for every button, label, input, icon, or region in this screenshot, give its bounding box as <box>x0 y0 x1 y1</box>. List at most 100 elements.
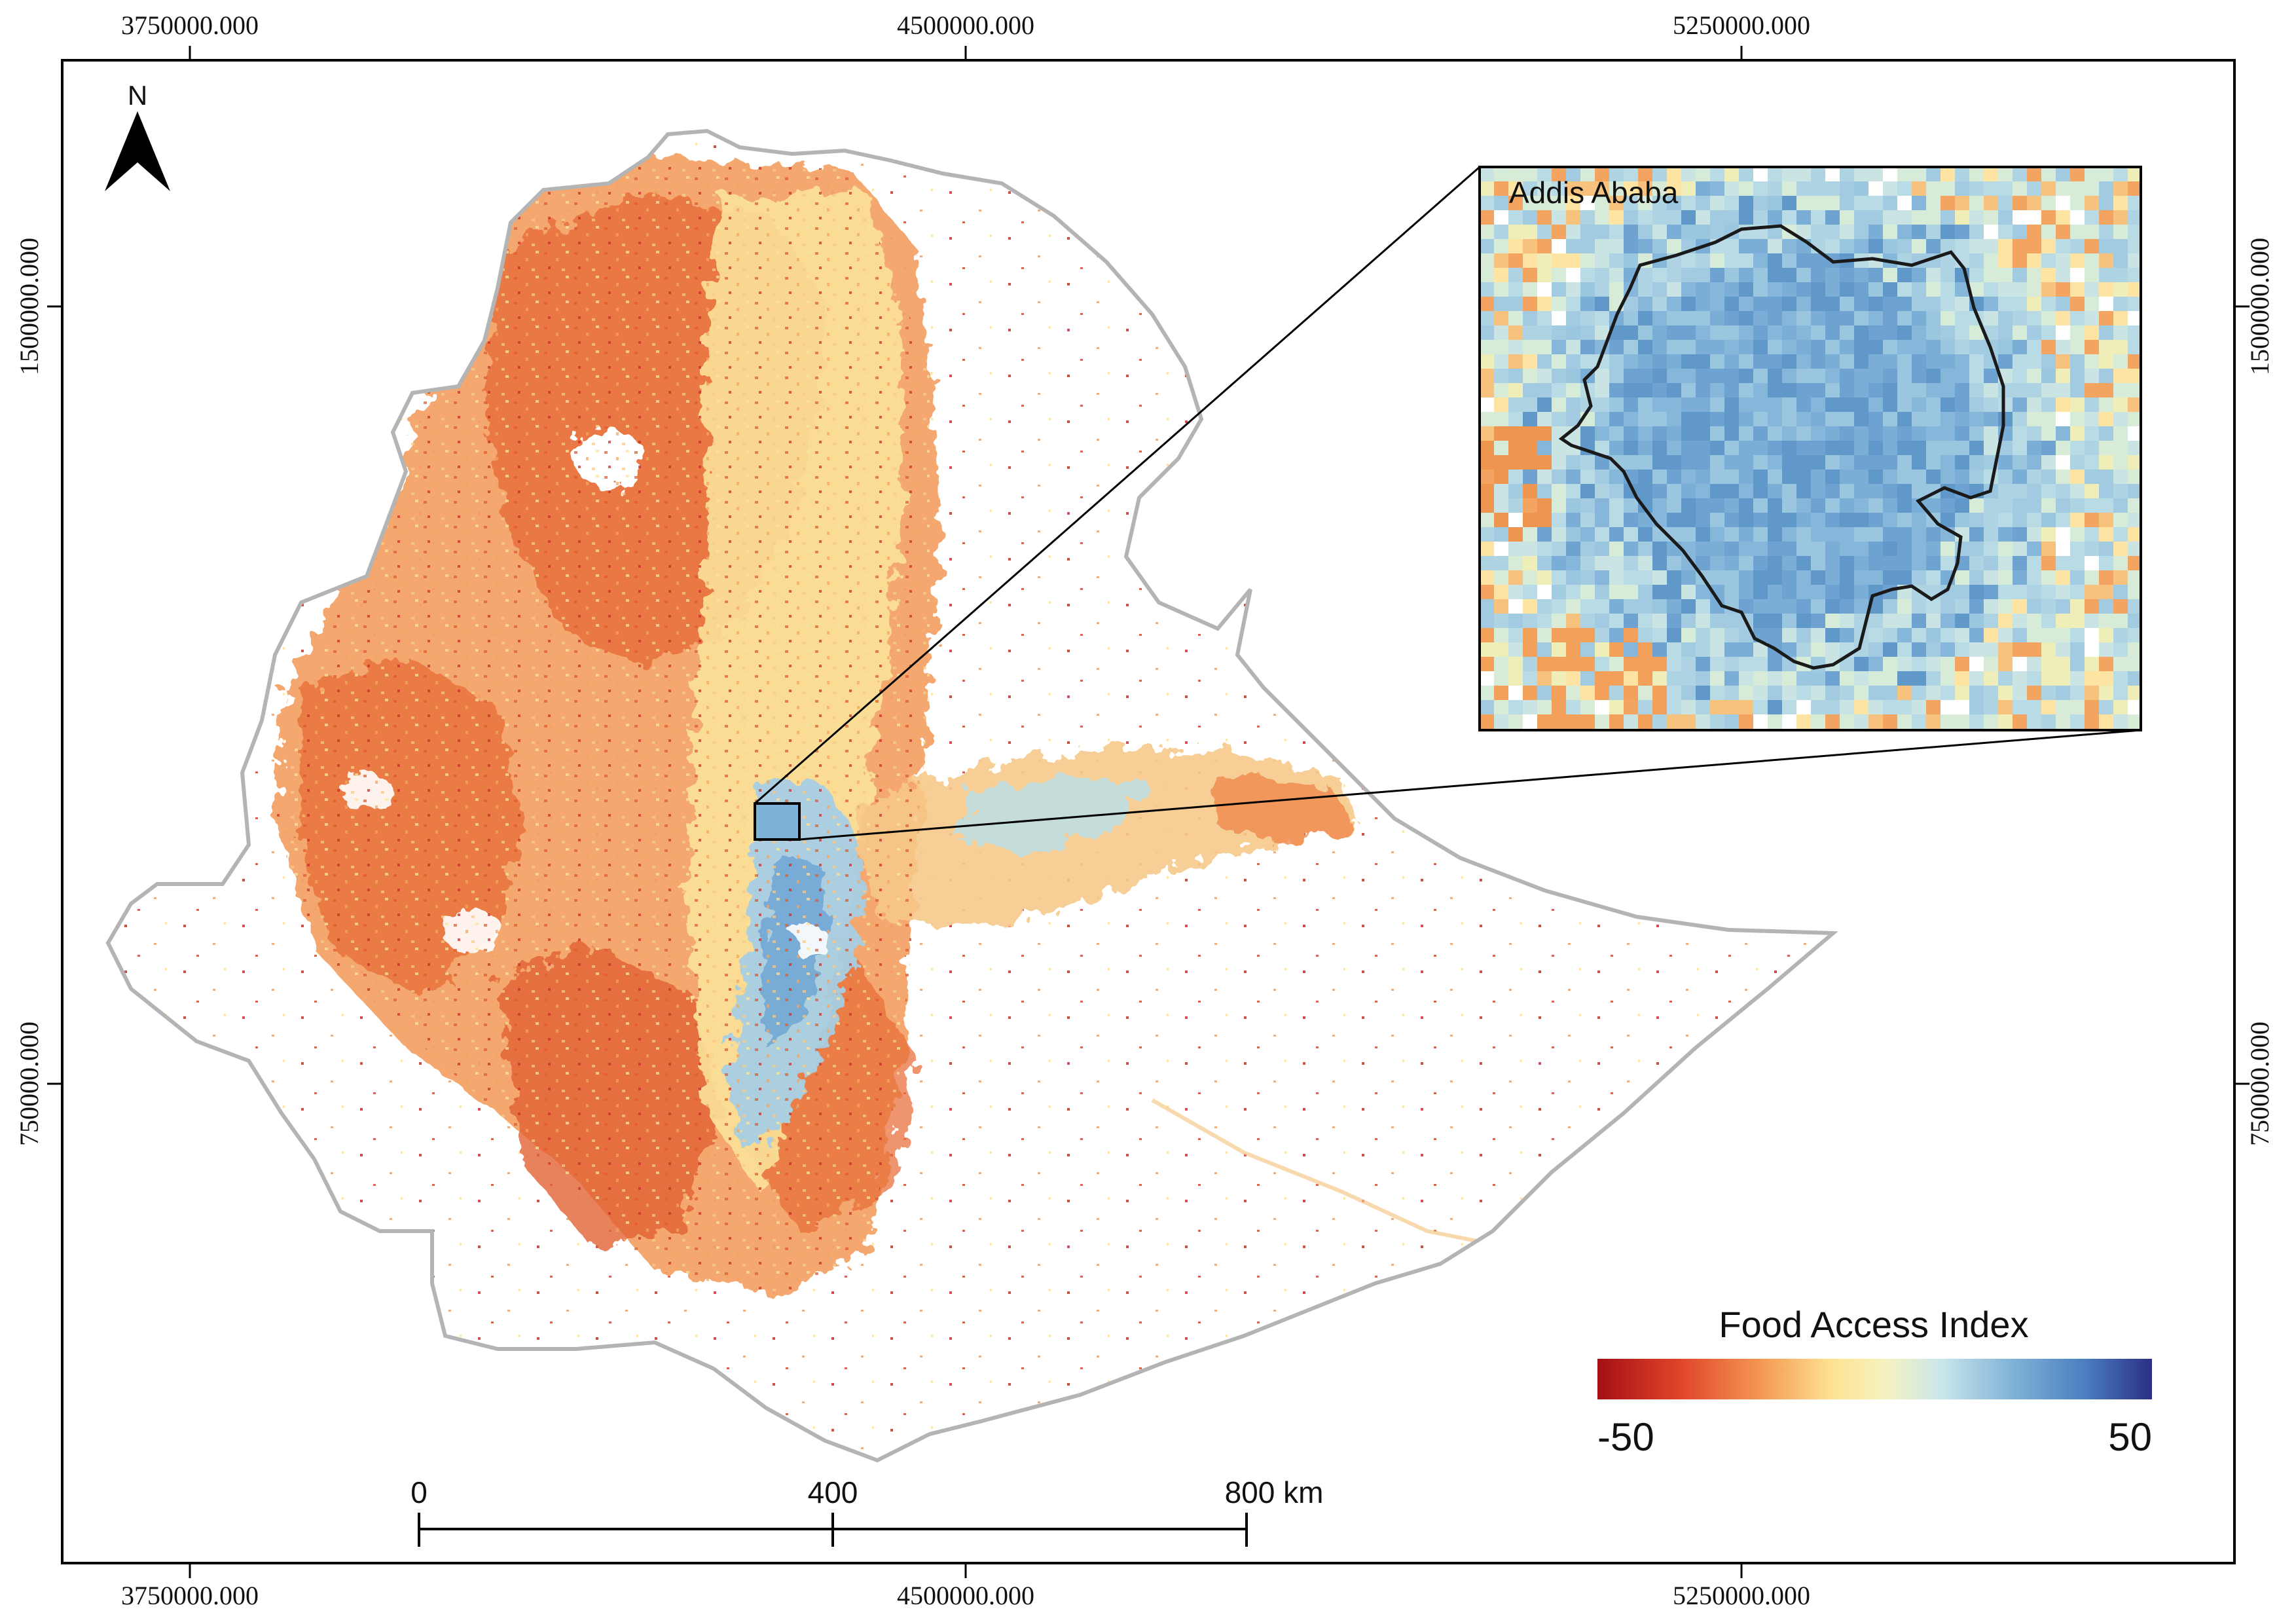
inset-pixel <box>1840 455 1854 470</box>
inset-pixel <box>1566 570 1580 585</box>
inset-pixel <box>1840 167 1854 181</box>
inset-pixel <box>1912 181 1926 196</box>
inset-pixel <box>1696 628 1710 642</box>
inset-pixel <box>1955 253 1969 268</box>
inset-pixel <box>1840 426 1854 441</box>
inset-pixel <box>2128 614 2141 628</box>
inset-pixel <box>1580 268 1595 282</box>
inset-pixel <box>1652 441 1667 455</box>
inset-pixel <box>1955 383 1969 397</box>
inset-pixel <box>1998 297 2013 311</box>
coord-left-2: 750000.000 <box>14 1022 44 1146</box>
inset-pixel <box>2056 311 2070 325</box>
inset-pixel <box>1926 614 1941 628</box>
inset-pixel <box>1681 397 1696 412</box>
inset-pixel <box>1724 311 1739 325</box>
inset-pixel <box>1854 599 1868 614</box>
inset-pixel <box>1595 426 1609 441</box>
inset-pixel <box>1710 210 1724 225</box>
inset-pixel <box>1696 513 1710 527</box>
inset-pixel <box>1595 628 1609 642</box>
inset-pixel <box>1926 268 1941 282</box>
inset-pixel <box>1566 527 1580 542</box>
inset-pixel <box>1768 700 1782 714</box>
inset-pixel <box>2013 369 2027 383</box>
inset-pixel <box>2041 412 2056 426</box>
inset-pixel <box>2041 383 2056 397</box>
inset-pixel <box>1782 700 1796 714</box>
inset-pixel <box>1494 642 1508 657</box>
inset-pixel <box>1811 714 1825 729</box>
inset-pixel <box>1840 239 1854 253</box>
inset-pixel <box>1580 556 1595 570</box>
inset-pixel <box>2128 441 2141 455</box>
inset-pixel <box>1782 570 1796 585</box>
inset-pixel <box>2113 239 2128 253</box>
inset-pixel <box>1897 441 1912 455</box>
inset-pixel <box>1667 268 1681 282</box>
inset-pixel <box>1638 369 1652 383</box>
inset-pixel <box>1912 513 1926 527</box>
inset-pixel <box>1739 196 1753 210</box>
inset-pixel <box>1912 570 1926 585</box>
inset-pixel <box>1696 181 1710 196</box>
inset-pixel <box>1523 700 1537 714</box>
inset-pixel <box>1926 383 1941 397</box>
inset-pixel <box>1480 498 1494 513</box>
inset-pixel <box>1955 498 1969 513</box>
inset-pixel <box>1480 426 1494 441</box>
inset-pixel <box>1811 268 1825 282</box>
inset-pixel <box>1811 570 1825 585</box>
inset-pixel <box>1667 426 1681 441</box>
inset-pixel <box>1710 556 1724 570</box>
inset-pixel <box>1480 570 1494 585</box>
inset-pixel <box>1883 325 1897 340</box>
inset-pixel <box>1494 426 1508 441</box>
inset-pixel <box>1595 196 1609 210</box>
inset-pixel <box>1854 167 1868 181</box>
inset-pixel <box>1883 599 1897 614</box>
inset-pixel <box>1998 700 2013 714</box>
inset-pixel <box>1854 196 1868 210</box>
inset-pixel <box>1537 181 1552 196</box>
inset-pixel <box>2070 614 2085 628</box>
inset-pixel <box>1941 383 1955 397</box>
inset-pixel <box>1595 527 1609 542</box>
inset-pixel <box>1480 196 1494 210</box>
inset-pixel <box>1595 311 1609 325</box>
inset-pixel <box>1595 700 1609 714</box>
inset-pixel <box>1667 282 1681 297</box>
inset-pixel <box>1552 513 1566 527</box>
inset-pixel <box>1868 441 1883 455</box>
inset-pixel <box>1595 282 1609 297</box>
coord-right-1: 1500000.000 <box>2245 238 2274 375</box>
inset-pixel <box>1566 642 1580 657</box>
inset-pixel <box>1523 657 1537 671</box>
inset-pixel <box>1681 268 1696 282</box>
inset-pixel <box>1480 167 1494 181</box>
inset-pixel <box>1710 441 1724 455</box>
inset-pixel <box>1580 585 1595 599</box>
inset-pixel <box>1753 426 1768 441</box>
inset-pixel <box>1825 354 1840 369</box>
inset-pixel <box>1652 397 1667 412</box>
inset-pixel <box>1681 642 1696 657</box>
inset-pixel <box>1840 268 1854 282</box>
inset-pixel <box>1667 599 1681 614</box>
inset-pixel <box>1897 455 1912 470</box>
inset-pixel <box>1667 470 1681 484</box>
inset-pixel <box>1782 498 1796 513</box>
inset-pixel <box>1609 628 1624 642</box>
inset-pixel <box>1609 239 1624 253</box>
inset-pixel <box>1868 340 1883 354</box>
inset-pixel <box>1696 426 1710 441</box>
inset-pixel <box>1782 599 1796 614</box>
inset-pixel <box>1998 311 2013 325</box>
inset-pixel <box>1667 297 1681 311</box>
inset-pixel <box>1782 268 1796 282</box>
inset-pixel <box>2041 570 2056 585</box>
inset-pixel <box>1537 542 1552 556</box>
inset-pixel <box>2085 542 2099 556</box>
inset-pixel <box>1710 354 1724 369</box>
inset-pixel <box>1595 455 1609 470</box>
